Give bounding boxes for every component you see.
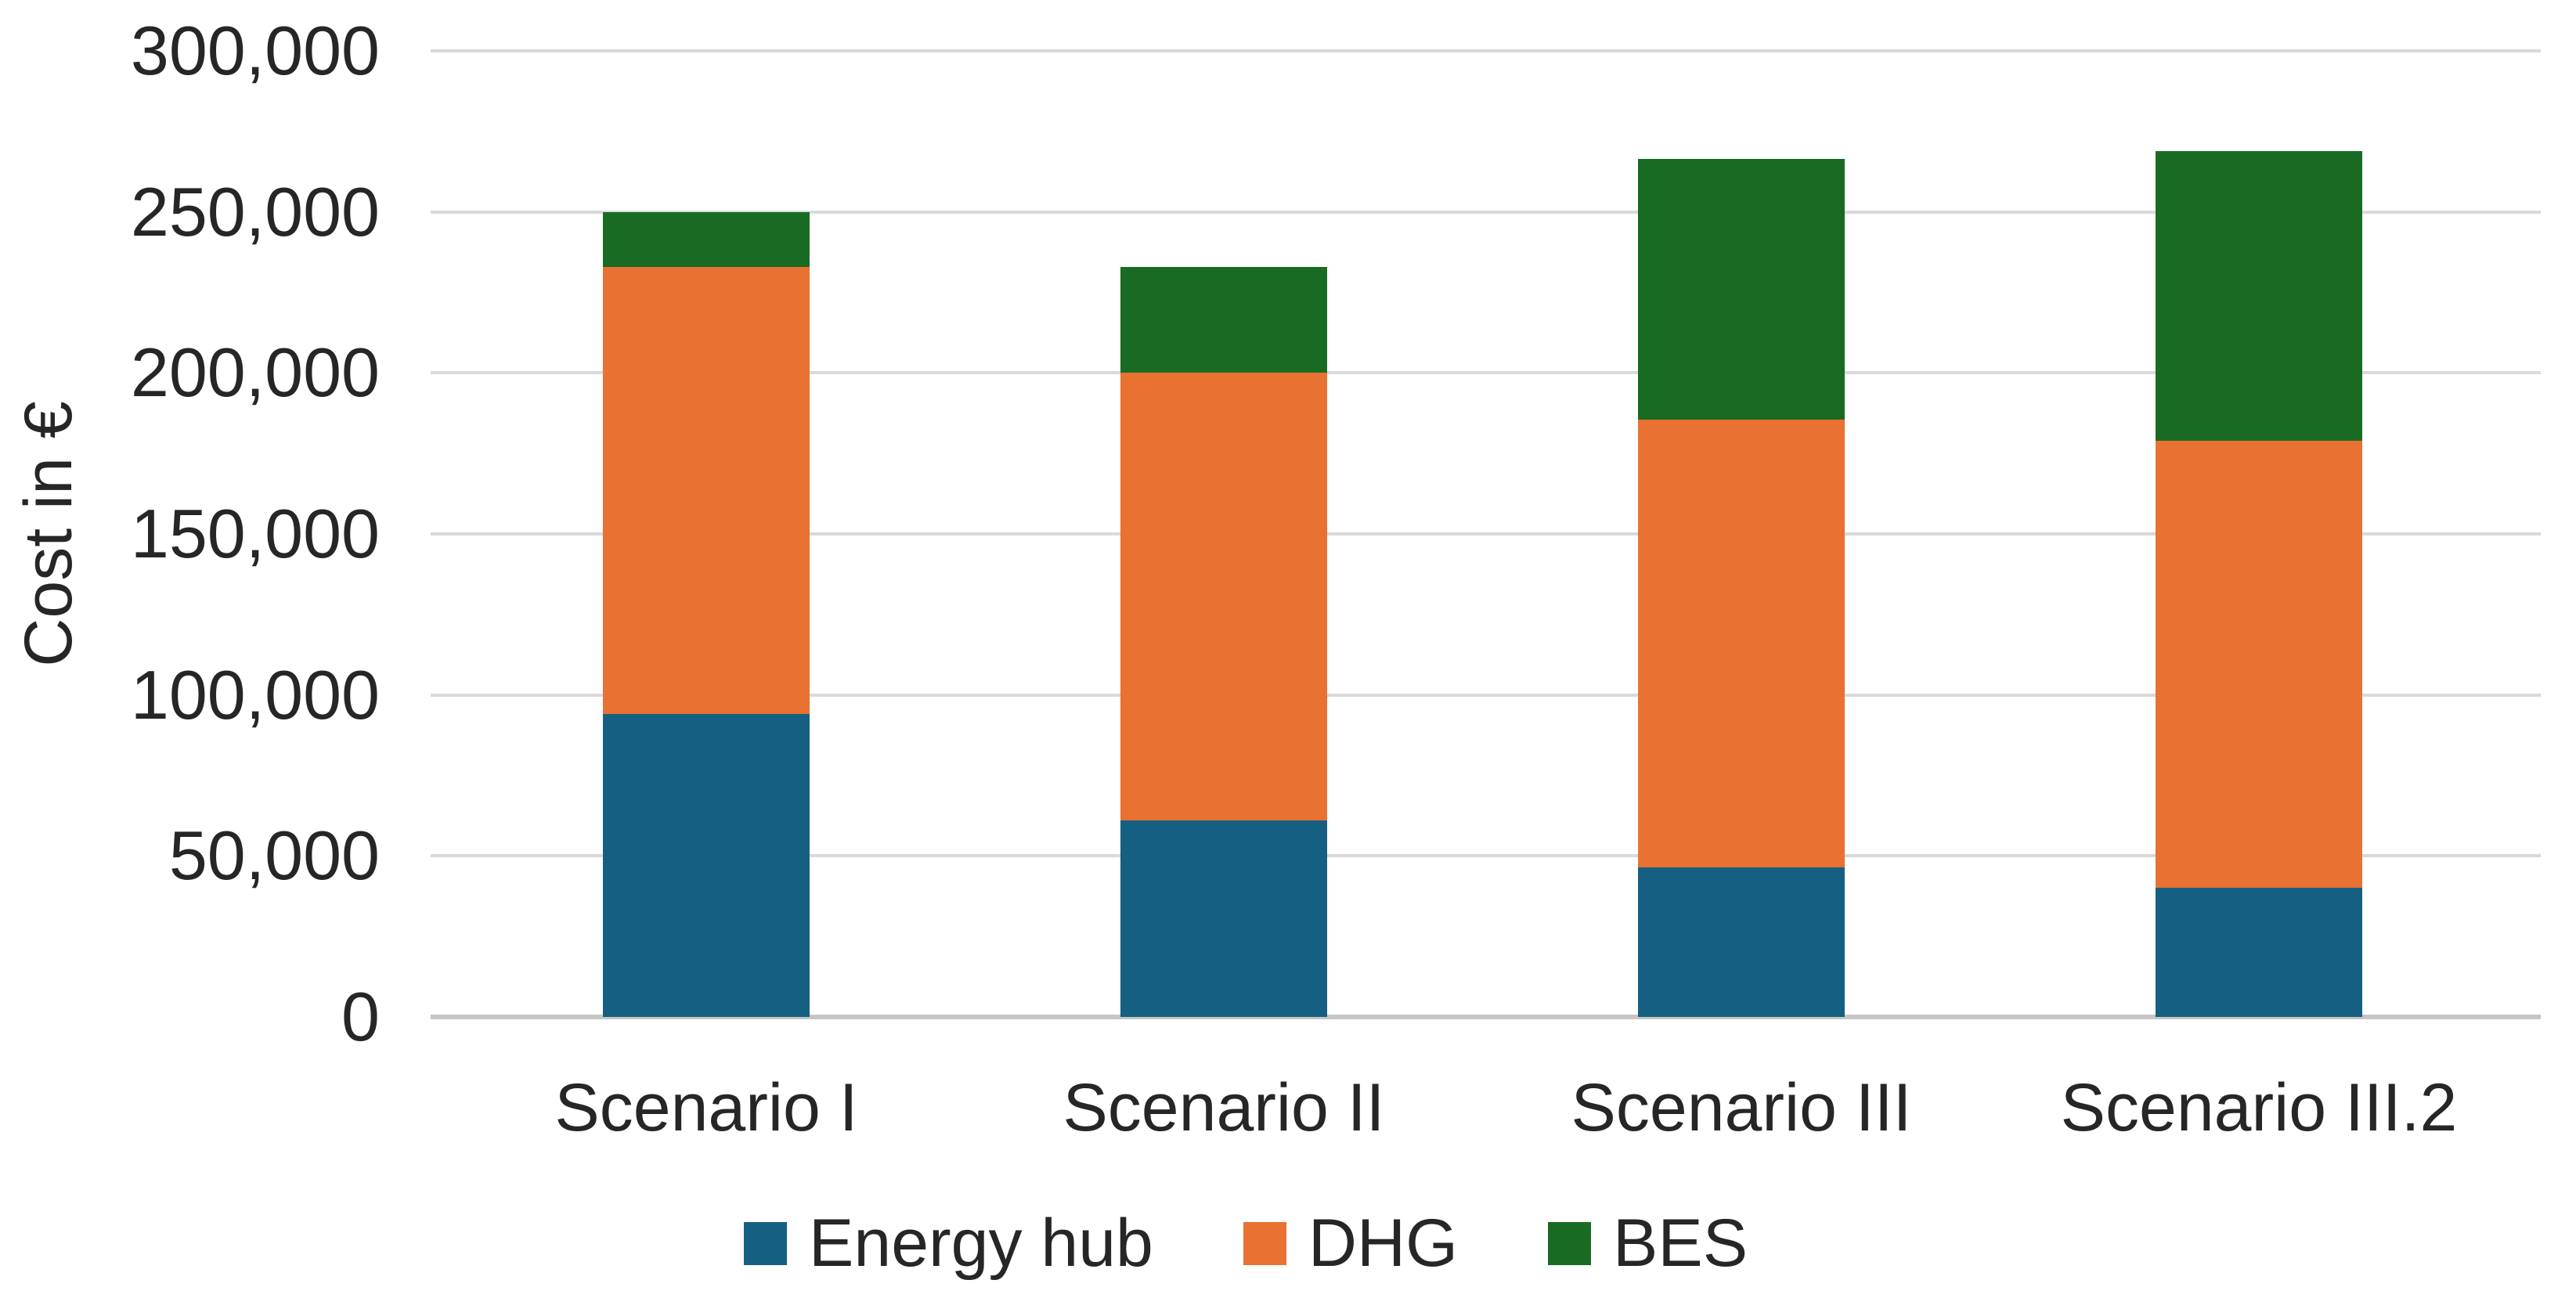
y-tick-label-250-000: 250,000 [130, 172, 380, 251]
x-category-label-scenario-ii: Scenario II [1063, 1070, 1385, 1145]
bar-segment-scenario-iii-energy-hub [1638, 867, 1845, 1017]
gridline-250-000 [431, 210, 2541, 214]
gridline-300-000 [431, 49, 2541, 52]
legend-swatch-dhg [1243, 1221, 1286, 1265]
bar-segment-scenario-ii-bes [1120, 266, 1327, 373]
gridline-50-000 [431, 854, 2541, 858]
bar-segment-scenario-iii-dhg [1638, 419, 1845, 867]
legend: Energy hub DHG BES [744, 1210, 1748, 1277]
y-tick-label-0: 0 [341, 978, 380, 1055]
legend-item-bes: BES [1547, 1206, 1748, 1281]
legend-item-energy-hub: Energy hub [744, 1210, 1153, 1277]
x-category-label-scenario-iii: Scenario III [1571, 1070, 1912, 1145]
bar-segment-scenario-iii-2-energy-hub [2156, 888, 2362, 1017]
bar-segment-scenario-ii-energy-hub [1120, 820, 1327, 1017]
bar-segment-scenario-i-bes [603, 211, 810, 267]
gridline-150-000 [431, 532, 2541, 535]
bar-segment-scenario-i-dhg [603, 266, 810, 715]
legend-label-bes: BES [1612, 1206, 1748, 1281]
x-axis-line [431, 1015, 2541, 1019]
bar-segment-scenario-iii-2-dhg [2156, 440, 2362, 889]
legend-item-dhg: DHG [1243, 1210, 1458, 1277]
bar-segment-scenario-iii-bes [1638, 158, 1845, 420]
legend-swatch-energy-hub [744, 1221, 787, 1265]
bar-segment-scenario-ii-dhg [1120, 373, 1327, 821]
y-tick-label-300-000: 300,000 [130, 12, 380, 89]
y-tick-label-100-000: 100,000 [130, 655, 380, 734]
legend-label-energy-hub: Energy hub [809, 1206, 1153, 1281]
x-category-label-scenario-i: Scenario I [554, 1070, 858, 1145]
legend-swatch-bes [1547, 1221, 1591, 1265]
x-category-label-scenario-iii-2: Scenario III.2 [2060, 1070, 2458, 1145]
bar-segment-scenario-iii-2-bes [2156, 150, 2362, 441]
legend-label-dhg: DHG [1308, 1206, 1458, 1281]
y-tick-label-200-000: 200,000 [130, 334, 380, 412]
y-tick-label-150-000: 150,000 [130, 495, 380, 572]
gridline-200-000 [431, 371, 2541, 375]
gridline-100-000 [431, 693, 2541, 697]
bar-segment-scenario-i-energy-hub [603, 714, 810, 1017]
y-tick-label-50-000: 50,000 [168, 817, 380, 895]
